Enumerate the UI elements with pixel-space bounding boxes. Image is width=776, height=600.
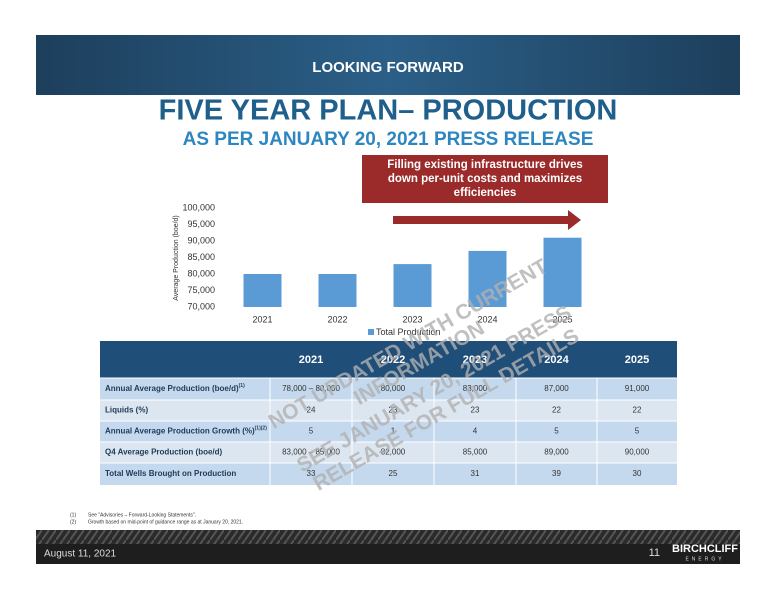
y-tick-label: 80,000 — [187, 268, 215, 278]
y-tick-label: 100,000 — [182, 202, 215, 212]
callout: efficiencies — [454, 187, 517, 199]
row-label-note: (1)(2) — [255, 426, 268, 432]
y-tick-label: 75,000 — [187, 285, 215, 295]
x-tick-label: 2022 — [327, 314, 347, 324]
column-header: 2024 — [544, 354, 569, 366]
table-row — [100, 378, 677, 400]
cell: 31 — [471, 469, 480, 478]
cell: 33 — [307, 469, 316, 478]
table-row — [100, 442, 677, 463]
page-number: 11 — [649, 547, 660, 559]
table-row — [100, 463, 677, 485]
row-label-text: Liquids (%) — [105, 406, 148, 415]
y-tick-label: 95,000 — [187, 219, 215, 229]
cell: 4 — [473, 427, 478, 436]
callout: down per-unit costs and maximizes — [388, 173, 582, 185]
title: FIVE YEAR PLAN– PRODUCTION — [159, 95, 618, 127]
cell: 5 — [554, 427, 559, 436]
bar — [393, 264, 432, 307]
column-header: 2025 — [625, 354, 649, 366]
cell: 22 — [552, 406, 561, 415]
legend-swatch — [368, 329, 374, 335]
row-label: Total Wells Brought on Production — [105, 469, 236, 478]
y-tick-label: 90,000 — [187, 235, 215, 245]
cell: 24 — [307, 406, 316, 415]
row-label: Annual Average Production Growth (%)(1)(… — [105, 426, 267, 436]
cell: 87,000 — [544, 384, 569, 393]
callout-box — [362, 155, 608, 203]
cell: 90,000 — [625, 448, 650, 457]
x-tick-label: 2024 — [477, 314, 497, 324]
x-tick-label: 2023 — [402, 314, 422, 324]
footer-band — [36, 544, 740, 564]
callout: Filling existing infrastructure drives — [387, 159, 583, 171]
footnote: Growth based on mid-point of guidance ra… — [88, 519, 243, 525]
band-title: LOOKING FORWARD — [312, 59, 464, 76]
cell: 83,000 – 85,000 — [282, 448, 340, 457]
table-row — [100, 400, 677, 421]
row-label: Liquids (%) — [105, 406, 148, 415]
cell: 82,000 — [381, 448, 406, 457]
cell: 85,000 — [463, 448, 488, 457]
cell: 23 — [471, 406, 480, 415]
table-row — [100, 421, 677, 442]
arrow — [393, 210, 581, 230]
column-header: 2022 — [381, 354, 405, 366]
column-header: 2021 — [299, 354, 323, 366]
cell: 1 — [391, 427, 396, 436]
row-label-text: Annual Average Production (boe/d) — [105, 384, 239, 393]
cell: 23 — [389, 406, 398, 415]
footnote: See "Advisories – Forward-Looking Statem… — [88, 512, 196, 518]
bar — [543, 237, 582, 307]
row-label-text: Total Wells Brought on Production — [105, 469, 236, 478]
cell: 25 — [389, 469, 398, 478]
cell: 5 — [635, 427, 640, 436]
cell: 83,000 — [463, 384, 488, 393]
column-header: 2023 — [463, 354, 487, 366]
cell: 78,000 – 80,000 — [282, 384, 340, 393]
y-tick-label: 85,000 — [187, 252, 215, 262]
cell: 30 — [633, 469, 642, 478]
header-band — [36, 35, 740, 95]
y-tick-label: 70,000 — [187, 301, 215, 311]
cell: 5 — [309, 427, 314, 436]
row-label: Q4 Average Production (boe/d) — [105, 448, 223, 457]
bar — [243, 274, 282, 307]
footnote-mark: (1) — [70, 512, 76, 518]
footer-pattern — [36, 530, 740, 544]
cell: 80,000 — [381, 384, 406, 393]
footnote-mark: (2) — [70, 519, 76, 525]
x-tick-label: 2025 — [552, 314, 572, 324]
y-axis-label: Average Production (boe/d) — [173, 215, 180, 300]
cell: 91,000 — [625, 384, 650, 393]
bar — [318, 274, 357, 307]
row-label-note: (1) — [239, 383, 245, 389]
row-label-text: Annual Average Production Growth (%) — [105, 427, 255, 436]
table-header — [100, 341, 677, 378]
cell: 39 — [552, 469, 561, 478]
footer-date: August 11, 2021 — [44, 549, 117, 560]
logo-sub: ENERGY — [685, 556, 724, 562]
x-tick-label: 2021 — [252, 314, 272, 324]
row-label-text: Q4 Average Production (boe/d) — [105, 448, 223, 457]
cell: 22 — [633, 406, 642, 415]
row-label: Annual Average Production (boe/d)(1) — [105, 383, 245, 393]
bar — [468, 250, 507, 307]
cell: 89,000 — [544, 448, 569, 457]
legend-label: Total Production — [376, 327, 441, 337]
logo: BIRCHCLIFF — [672, 543, 738, 555]
subtitle: AS PER JANUARY 20, 2021 PRESS RELEASE — [183, 129, 594, 150]
